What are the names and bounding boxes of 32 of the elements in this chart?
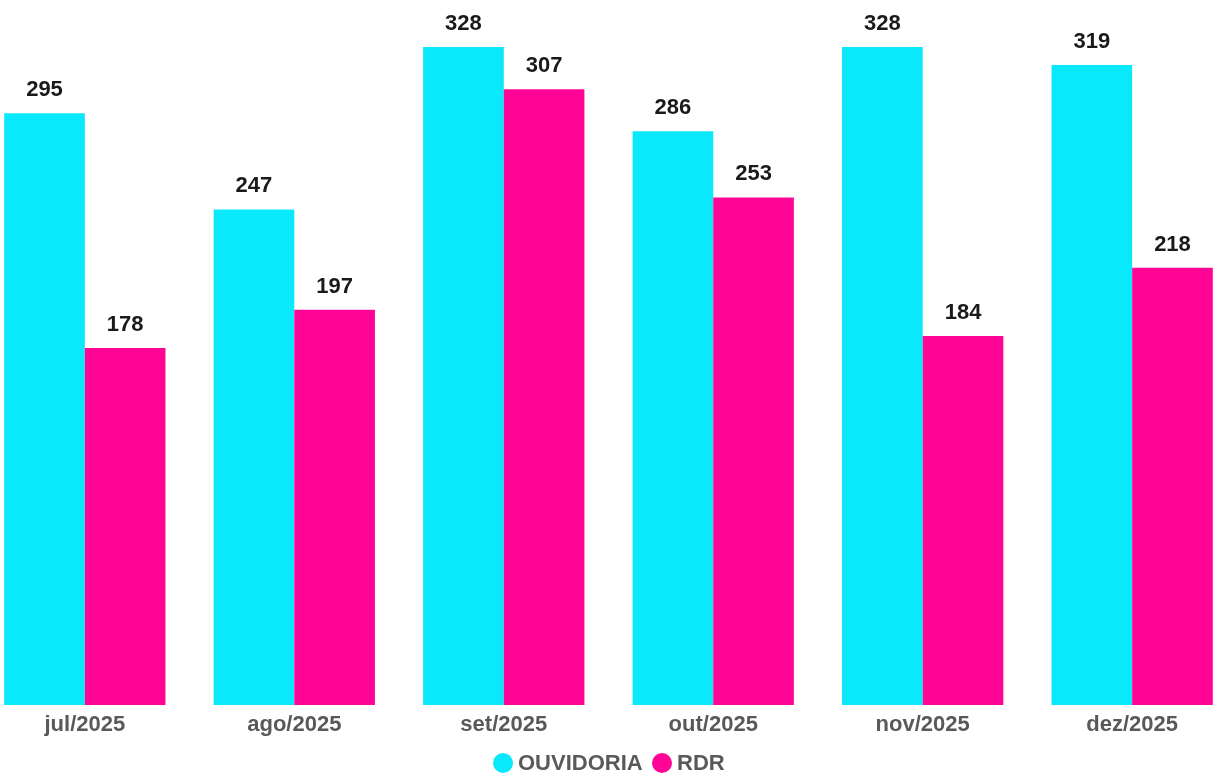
- data-label: 328: [864, 10, 901, 35]
- data-label: 295: [26, 76, 63, 102]
- data-label: 178: [106, 310, 144, 336]
- data-label: 253: [735, 160, 772, 186]
- data-label: 197: [316, 272, 353, 298]
- bar: [423, 47, 504, 705]
- bar: [922, 335, 1004, 705]
- x-tick-label: jul/2025: [43, 710, 126, 736]
- bar: [213, 209, 295, 705]
- x-tick-label: set/2025: [460, 710, 548, 736]
- x-tick-label: ago/2025: [247, 710, 342, 736]
- data-label: 247: [235, 172, 273, 198]
- bar: [84, 347, 166, 705]
- bar: [632, 131, 714, 705]
- data-label: 307: [525, 52, 563, 78]
- bar: [713, 197, 794, 705]
- bar: [842, 47, 923, 705]
- x-tick-label: out/2025: [668, 710, 758, 736]
- bar: [294, 309, 375, 705]
- data-label: 328: [445, 10, 482, 35]
- bar: [1051, 65, 1133, 705]
- data-label: 319: [1073, 28, 1111, 54]
- x-tick-label: dez/2025: [1086, 710, 1179, 736]
- bar: [1132, 267, 1213, 705]
- data-label: 184: [944, 298, 983, 324]
- legend-label: RDR: [677, 750, 725, 775]
- bar: [503, 89, 585, 705]
- data-label: 218: [1154, 230, 1191, 256]
- bar: [4, 113, 85, 705]
- data-label: 286: [654, 94, 692, 120]
- x-tick-label: nov/2025: [875, 710, 970, 736]
- legend-label: OUVIDORIA: [518, 750, 643, 775]
